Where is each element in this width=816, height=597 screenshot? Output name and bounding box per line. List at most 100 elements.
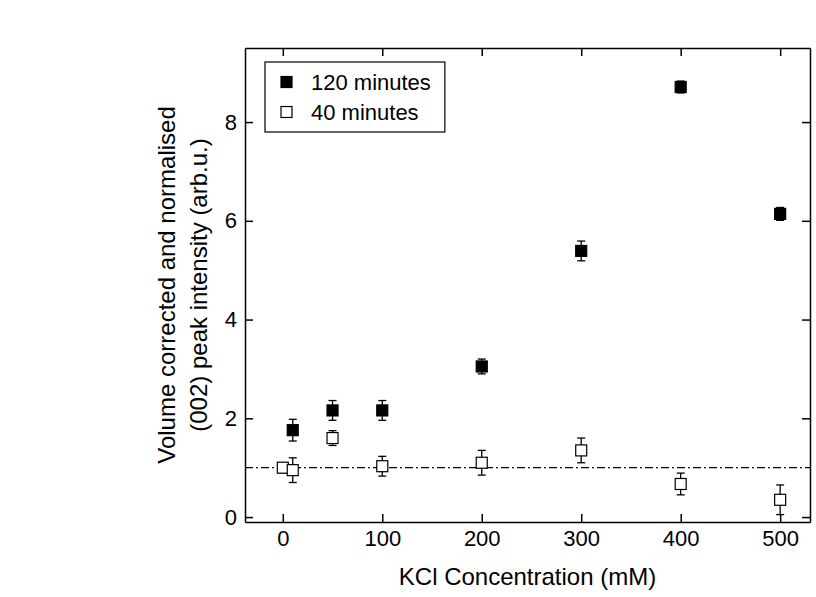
error-bar-cap bbox=[289, 419, 297, 420]
series bbox=[287, 81, 785, 441]
error-bar-cap bbox=[577, 260, 585, 261]
x-axis-line bbox=[246, 522, 811, 524]
tick bbox=[681, 48, 682, 56]
tick: 0 bbox=[277, 514, 289, 551]
error-bar-cap bbox=[329, 420, 337, 421]
error-bar-cap bbox=[677, 472, 685, 473]
error-bar-cap bbox=[478, 450, 486, 451]
tick-mark bbox=[680, 48, 682, 56]
x-axis: 0 100 200 300 400 500 bbox=[246, 514, 811, 551]
y-axis-right bbox=[802, 49, 811, 523]
tick: 400 bbox=[663, 514, 700, 551]
marker bbox=[287, 465, 298, 476]
error-bar-cap bbox=[577, 240, 585, 241]
error-bar-cap bbox=[776, 514, 784, 515]
chart: 0 100 200 300 400 500 0 2 4 6 8 120 minutes 40 minut… bbox=[0, 0, 816, 597]
marker bbox=[287, 425, 298, 436]
tick: 100 bbox=[364, 514, 401, 551]
tick bbox=[283, 48, 284, 56]
legend-label: 120 minutes bbox=[311, 70, 431, 95]
tick bbox=[802, 517, 810, 518]
tick-label: 200 bbox=[464, 526, 501, 551]
tick-label: 400 bbox=[663, 526, 700, 551]
tick-mark bbox=[581, 514, 583, 522]
marker bbox=[476, 361, 487, 372]
tick-mark bbox=[245, 319, 253, 321]
marker bbox=[576, 445, 587, 456]
marker bbox=[675, 82, 686, 93]
tick bbox=[780, 48, 781, 56]
y-axis-title: (002) peak intensity (arb.u.) bbox=[185, 138, 212, 431]
marker bbox=[377, 405, 388, 416]
x-axis-title: KCl Concentration (mM) bbox=[399, 563, 656, 590]
error-bar-cap bbox=[577, 462, 585, 463]
tick-label: 100 bbox=[364, 526, 401, 551]
tick-mark bbox=[802, 418, 810, 420]
tick-mark bbox=[780, 48, 782, 56]
y-axis: 0 2 4 6 8 bbox=[225, 49, 253, 530]
tick: 200 bbox=[464, 514, 501, 551]
error-bar-cap bbox=[289, 482, 297, 483]
tick bbox=[802, 418, 810, 419]
error-bar-cap bbox=[478, 474, 486, 475]
tick: 0 bbox=[225, 505, 253, 530]
error-bar-cap bbox=[378, 456, 386, 457]
tick: 4 bbox=[225, 307, 253, 332]
tick: 300 bbox=[563, 514, 600, 551]
error-bar-cap bbox=[378, 475, 386, 476]
error-bar-cap bbox=[329, 445, 337, 446]
tick-mark bbox=[245, 418, 253, 420]
tick bbox=[482, 48, 483, 56]
tick-mark bbox=[581, 48, 583, 56]
error-bar-cap bbox=[378, 420, 386, 421]
tick-label: 4 bbox=[225, 307, 237, 332]
error-bar-cap bbox=[289, 440, 297, 441]
tick-mark bbox=[802, 319, 810, 321]
tick-mark bbox=[802, 122, 810, 124]
error-bar-cap bbox=[478, 373, 486, 374]
error-bar-cap bbox=[677, 494, 685, 495]
tick-label: 0 bbox=[277, 526, 289, 551]
error-bar-cap bbox=[329, 400, 337, 401]
error-bar-cap bbox=[478, 358, 486, 359]
legend-box bbox=[265, 62, 445, 132]
marker bbox=[675, 478, 686, 489]
error-bar-cap bbox=[378, 400, 386, 401]
marker bbox=[775, 494, 786, 505]
tick-mark bbox=[802, 517, 810, 519]
tick-label: 0 bbox=[225, 505, 237, 530]
y-axis-right-line bbox=[810, 49, 812, 523]
tick bbox=[581, 48, 582, 56]
tick-label: 8 bbox=[225, 110, 237, 135]
tick: 500 bbox=[762, 514, 799, 551]
legend-label: 40 minutes bbox=[311, 100, 419, 125]
tick-label: 300 bbox=[563, 526, 600, 551]
data-layer bbox=[245, 81, 810, 515]
tick-mark bbox=[245, 517, 253, 519]
marker bbox=[576, 245, 587, 256]
marker bbox=[476, 457, 487, 468]
plot: 0 100 200 300 400 500 0 2 4 6 8 120 minutes 40 minut… bbox=[225, 48, 811, 551]
error-bar-cap bbox=[776, 484, 784, 485]
tick-mark bbox=[245, 122, 253, 124]
error-bar-cap bbox=[289, 457, 297, 458]
tick-label: 2 bbox=[225, 406, 237, 431]
tick-mark bbox=[382, 48, 384, 56]
tick: 2 bbox=[225, 406, 253, 431]
x-axis-top-line bbox=[246, 48, 811, 50]
legend: 120 minutes 40 minutes bbox=[265, 62, 445, 132]
tick-label: 500 bbox=[762, 526, 799, 551]
tick-mark bbox=[382, 514, 384, 522]
tick bbox=[802, 122, 810, 123]
tick-mark bbox=[802, 221, 810, 223]
marker bbox=[327, 405, 338, 416]
tick-mark bbox=[481, 48, 483, 56]
reference-line bbox=[245, 467, 810, 468]
tick-mark bbox=[680, 514, 682, 522]
tick-label: 6 bbox=[225, 208, 237, 233]
tick bbox=[802, 221, 810, 222]
tick: 8 bbox=[225, 110, 253, 135]
tick-mark bbox=[481, 514, 483, 522]
tick bbox=[802, 320, 810, 321]
tick: 6 bbox=[225, 208, 253, 233]
